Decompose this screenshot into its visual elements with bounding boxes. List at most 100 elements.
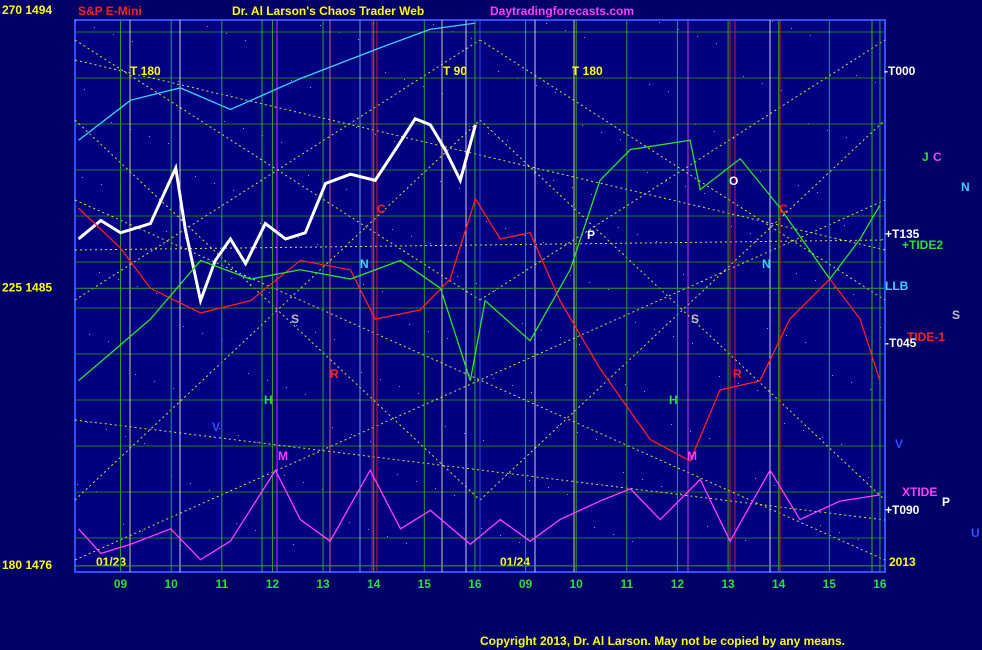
star [409,324,410,325]
star [853,294,854,295]
series-line [78,197,881,462]
y-tick-label: 180 1476 [2,558,52,572]
star [649,84,650,85]
star [827,130,828,131]
star [846,137,847,138]
annotation: V [212,420,220,434]
annotation: S [691,312,699,326]
annotation: O [729,174,738,188]
star [668,91,669,92]
x-tick-label: 09 [519,577,533,591]
star [577,432,578,433]
x-tick-label: 15 [418,577,432,591]
star [296,325,297,326]
star [772,21,773,22]
annotation: C [779,202,788,216]
star [459,188,460,189]
star [548,487,549,488]
star [498,71,499,72]
star [841,444,842,445]
star [476,283,477,284]
annotation: P [942,495,950,509]
star [601,132,602,133]
y-tick-label: 270 1494 [2,3,52,17]
annotation: T 180 [572,64,603,78]
x-tick-label: 14 [772,577,786,591]
star [113,34,114,35]
star [591,194,592,195]
star [250,285,251,286]
annotation: T 90 [443,64,467,78]
star [428,331,429,332]
star [750,233,751,234]
star [445,426,446,427]
star [156,293,157,294]
series-line [78,468,881,561]
star [125,436,126,437]
star [99,272,100,273]
annotation: LLB [885,279,909,293]
star [791,28,792,29]
star [714,131,715,132]
star [565,30,566,31]
star [101,184,102,185]
star [411,236,412,237]
star [166,231,167,232]
star [519,542,520,543]
y-tick-label: 225 1485 [2,280,52,294]
star [632,541,633,542]
symbol: S&P E-Mini [78,4,142,18]
annotation: +T135 [885,227,920,241]
star [118,279,119,280]
star [310,87,311,88]
star [620,139,621,140]
annotation: C [377,202,386,216]
star [286,387,287,388]
star [659,22,660,23]
annotation: J [922,150,929,164]
star [495,290,496,291]
star [500,535,501,536]
diagonal [74,419,886,521]
star [416,481,417,482]
x-tick-label: 15 [823,577,837,591]
star [363,284,364,285]
star [418,393,419,394]
x-tick-label: 11 [215,577,228,591]
star [546,23,547,24]
star [584,37,585,38]
annotation: M [687,449,697,463]
star [87,422,88,423]
star [279,230,280,231]
star [269,292,270,293]
star [380,379,381,380]
star [798,185,799,186]
star [510,473,511,474]
star [255,530,256,531]
star [644,391,645,392]
star [368,529,369,530]
star [394,141,395,142]
star [784,423,785,424]
star [673,336,674,337]
star [195,176,196,177]
star [690,431,691,432]
annotation: +T090 [885,503,920,517]
star [173,388,174,389]
star [738,383,739,384]
star [202,333,203,334]
star [505,228,506,229]
x-tick-label: 11 [620,577,633,591]
star [84,89,85,90]
x-tick-label: 09 [114,577,128,591]
star [159,74,160,75]
star [243,128,244,129]
x-tick-label: 14 [367,577,381,591]
star [226,33,227,34]
x-tick-label: 12 [266,577,280,591]
star [579,344,580,345]
star [440,181,441,182]
star [358,39,359,40]
